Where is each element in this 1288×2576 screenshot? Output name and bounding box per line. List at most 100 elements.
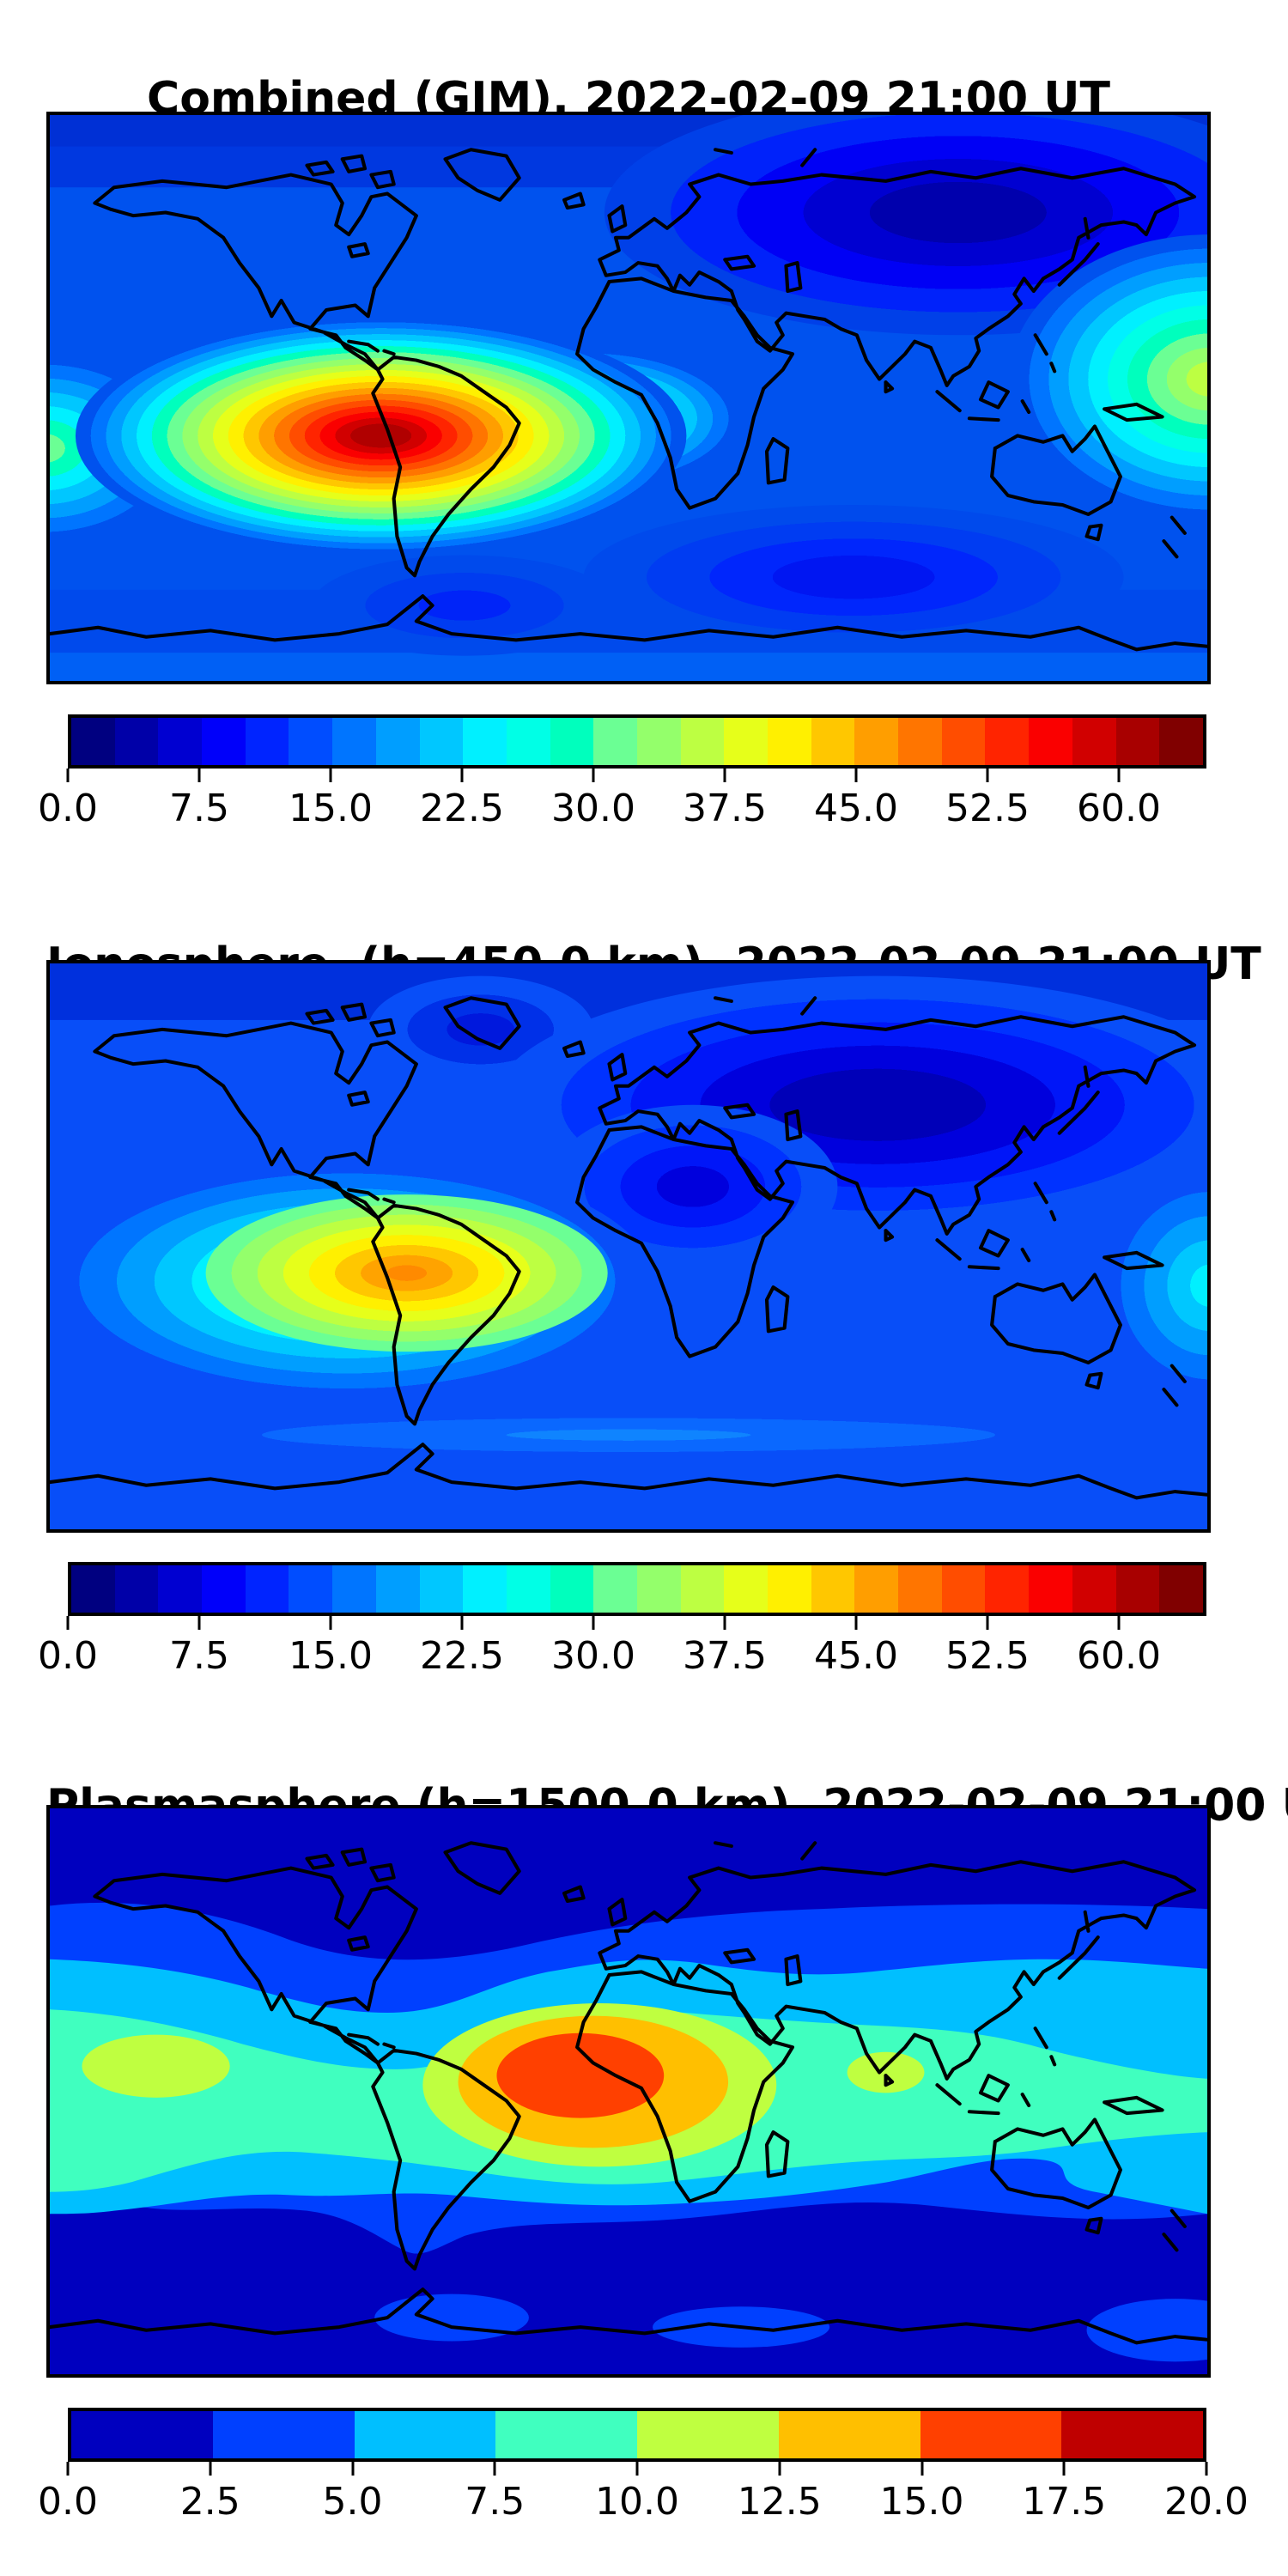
colorbar-segment: [202, 1565, 246, 1613]
colorbar-tick-label: 17.5: [1022, 2480, 1107, 2524]
colorbar-tick-label: 52.5: [945, 787, 1030, 830]
colorbar-tick: [1205, 2462, 1208, 2476]
colorbar-tick: [723, 1616, 726, 1630]
colorbar-segment: [898, 718, 942, 765]
colorbar-tick-label: 52.5: [945, 1634, 1030, 1678]
colorbar-segment: [245, 1565, 289, 1613]
map-combined-art: [50, 115, 1207, 681]
colorbar-tick-label: 15.0: [289, 1634, 373, 1678]
colorbar-segment: [71, 1565, 115, 1613]
colorbar-segment: [778, 2411, 920, 2458]
colorbar-tick-label: 7.5: [169, 787, 229, 830]
west-pacific-blob: [82, 2034, 230, 2098]
colorbar-segment: [202, 718, 246, 765]
colorbar-tick-label: 15.0: [289, 787, 373, 830]
colorbar-segment: [506, 1565, 550, 1613]
map-ionosphere-art: [50, 963, 1207, 1529]
colorbar-segment: [1159, 718, 1203, 765]
colorbar-tick-label: 0.0: [38, 787, 98, 830]
colorbar-tick: [635, 2462, 639, 2476]
colorbar-tick: [854, 769, 858, 782]
colorbar-tick-label: 15.0: [879, 2480, 964, 2524]
colorbar-bar: [68, 2408, 1206, 2462]
colorbar-segment: [898, 1565, 942, 1613]
colorbar-segment: [463, 1565, 507, 1613]
colorbar-segment: [1072, 1565, 1116, 1613]
colorbar-tick: [1117, 1616, 1121, 1630]
colorbar-segment: [985, 1565, 1030, 1613]
colorbar-tick: [592, 769, 595, 782]
colorbar-segment: [811, 718, 855, 765]
south-america-south-minimum-blob: [312, 555, 617, 656]
colorbar-segment: [680, 718, 725, 765]
colorbar-segment: [375, 718, 420, 765]
colorbar-tick: [197, 769, 201, 782]
colorbar-tick: [854, 1616, 858, 1630]
colorbar-segment: [419, 1565, 464, 1613]
dateline-east-blob-2: [1097, 1168, 1207, 1404]
colorbar-segment: [941, 718, 986, 765]
colorbar-tick: [986, 1616, 989, 1630]
colorbar-tick-label: 0.0: [38, 2480, 98, 2524]
colorbar-segment: [1115, 718, 1160, 765]
colorbar-tick-label: 7.5: [465, 2480, 526, 2524]
colorbar-tick-label: 45.0: [814, 787, 898, 830]
colorbar-bar: [68, 1562, 1206, 1616]
colorbar-tick: [66, 2462, 70, 2476]
colorbar-tick-label: 22.5: [420, 787, 504, 830]
colorbar-segment: [245, 718, 289, 765]
colorbar-tick: [778, 2462, 781, 2476]
colorbar-segment: [71, 2411, 213, 2458]
map-plasmasphere: [46, 1805, 1211, 2378]
colorbar-segment: [724, 718, 768, 765]
colorbar-segment: [71, 718, 115, 765]
colorbar-plasmasphere: 0.0 2.5 5.0 7.5 10.0 12.5 15.0 17.5 20.0: [38, 2408, 1249, 2524]
colorbar-bar: [68, 714, 1206, 769]
colorbar-segment: [506, 718, 550, 765]
africa-peak-core: [496, 2032, 665, 2118]
colorbar-tick: [460, 769, 464, 782]
colorbar-segment: [212, 2411, 355, 2458]
colorbar-tick-label: 0.0: [38, 1634, 98, 1678]
colorbar-segment: [1072, 718, 1116, 765]
colorbar-tick: [197, 1616, 201, 1630]
colorbar-segment: [854, 1565, 899, 1613]
colorbar-tick: [209, 2462, 212, 2476]
colorbar-tick-label: 37.5: [683, 787, 767, 830]
colorbar-segment: [724, 1565, 768, 1613]
colorbar-segment: [854, 718, 899, 765]
colorbar-segment: [680, 1565, 725, 1613]
colorbar-segment: [550, 718, 594, 765]
colorbar-tick: [493, 2462, 496, 2476]
colorbar-segment: [114, 718, 159, 765]
colorbar-tick-label: 60.0: [1077, 787, 1161, 830]
colorbar-segment: [1159, 1565, 1203, 1613]
antarctic-light-band: [50, 1406, 1207, 1464]
colorbar-tick: [329, 1616, 332, 1630]
map-combined-gim: [46, 112, 1211, 684]
colorbar-segment: [593, 718, 637, 765]
anomaly-core-blob: [205, 1194, 608, 1352]
colorbar-tick: [66, 1616, 70, 1630]
dateline-east-blob: [1009, 234, 1207, 524]
colorbar-tick: [592, 1616, 595, 1630]
colorbar-segment: [550, 1565, 594, 1613]
siberia-minimum-blob: [605, 115, 1207, 336]
colorbar-segment: [1115, 1565, 1160, 1613]
colorbar-tick-label: 10.0: [595, 2480, 679, 2524]
colorbar-segment: [1061, 2411, 1203, 2458]
colorbar-segment: [495, 2411, 637, 2458]
colorbar-segment: [114, 1565, 159, 1613]
colorbar-segment: [636, 718, 681, 765]
colorbar-tick-label: 12.5: [737, 2480, 822, 2524]
colorbar-segment: [768, 1565, 811, 1613]
south-indian-minimum-blob: [583, 504, 1124, 650]
colorbar-tick-label: 37.5: [683, 1634, 767, 1678]
india-blob: [847, 2051, 925, 2093]
antarctic-patch-1: [374, 2293, 529, 2342]
colorbar-tick-label: 45.0: [814, 1634, 898, 1678]
colorbar-ionosphere: 0.0 7.5 15.0 22.5 30.0 37.5 45.0 52.5 60.0: [38, 1562, 1206, 1678]
colorbar-tick: [986, 769, 989, 782]
colorbar-segment: [289, 1565, 333, 1613]
